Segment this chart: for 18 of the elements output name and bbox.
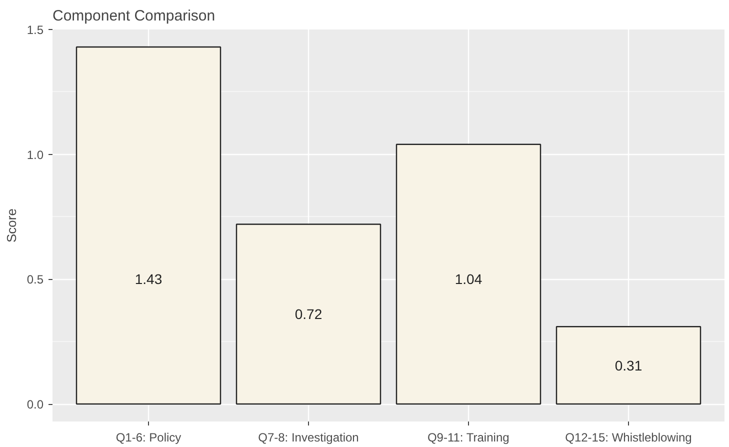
y-tick-label: 1.5 <box>26 23 44 37</box>
bar <box>236 224 382 405</box>
x-tick-label: Q12-15: Whistleblowing <box>565 430 692 444</box>
bar <box>396 144 542 405</box>
y-tick-label: 0.0 <box>26 398 44 412</box>
x-tick-label: Q1-6: Policy <box>116 430 182 444</box>
chart-title: Component Comparison <box>52 8 216 24</box>
data-label: 1.43 <box>134 271 162 288</box>
y-axis-title: Score <box>4 208 19 242</box>
data-label: 1.04 <box>454 271 482 288</box>
x-tick-label: Q7-8: Investigation <box>258 430 359 444</box>
y-tick-label: 0.5 <box>26 272 44 287</box>
bar <box>76 46 222 405</box>
bar <box>556 326 702 405</box>
data-label: 0.31 <box>614 357 642 374</box>
x-tick-label: Q9-11: Training <box>427 430 510 444</box>
y-tick-label: 1.0 <box>26 148 44 162</box>
data-label: 0.72 <box>294 306 322 322</box>
